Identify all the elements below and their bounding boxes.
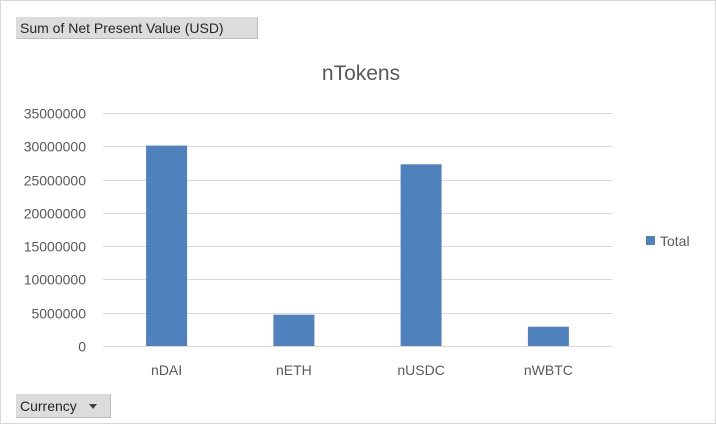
chart-title: nTokens: [322, 62, 400, 85]
y-tick-label: 35000000: [24, 106, 87, 122]
y-tick-label: 10000000: [24, 272, 87, 288]
axis-field-button[interactable]: Currency: [16, 394, 111, 418]
bars: [146, 145, 569, 346]
x-category-label: nETH: [276, 362, 312, 378]
x-category-label: nUSDC: [397, 362, 444, 378]
y-tick-label: 25000000: [24, 173, 87, 189]
value-field-button[interactable]: Sum of Net Present Value (USD): [16, 17, 258, 39]
axis-field-label: Currency: [20, 398, 77, 414]
bar-neth: [273, 314, 315, 346]
y-tick-label: 0: [78, 339, 86, 355]
y-tick-label: 30000000: [24, 139, 87, 155]
x-category-label: nDAI: [151, 362, 182, 378]
y-axis-tick-labels: 0 5000000 10000000 15000000 20000000 25000000…: [24, 106, 87, 355]
x-axis-category-labels: nDAI nETH nUSDC nWBTC: [151, 362, 573, 378]
value-field-label: Sum of Net Present Value (USD): [20, 20, 224, 36]
legend-label-total: Total: [660, 233, 690, 249]
legend: Total: [646, 233, 690, 249]
x-category-label: nWBTC: [524, 362, 573, 378]
chevron-down-icon: [88, 403, 97, 409]
bar-nusdc: [400, 164, 442, 346]
bar-nwbtc: [527, 326, 569, 346]
legend-swatch-total: [646, 236, 655, 245]
y-tick-label: 20000000: [24, 206, 87, 222]
y-tick-label: 15000000: [24, 239, 87, 255]
y-tick-label: 5000000: [31, 306, 86, 322]
bar-ndai: [146, 145, 188, 346]
gridlines: [103, 113, 612, 347]
